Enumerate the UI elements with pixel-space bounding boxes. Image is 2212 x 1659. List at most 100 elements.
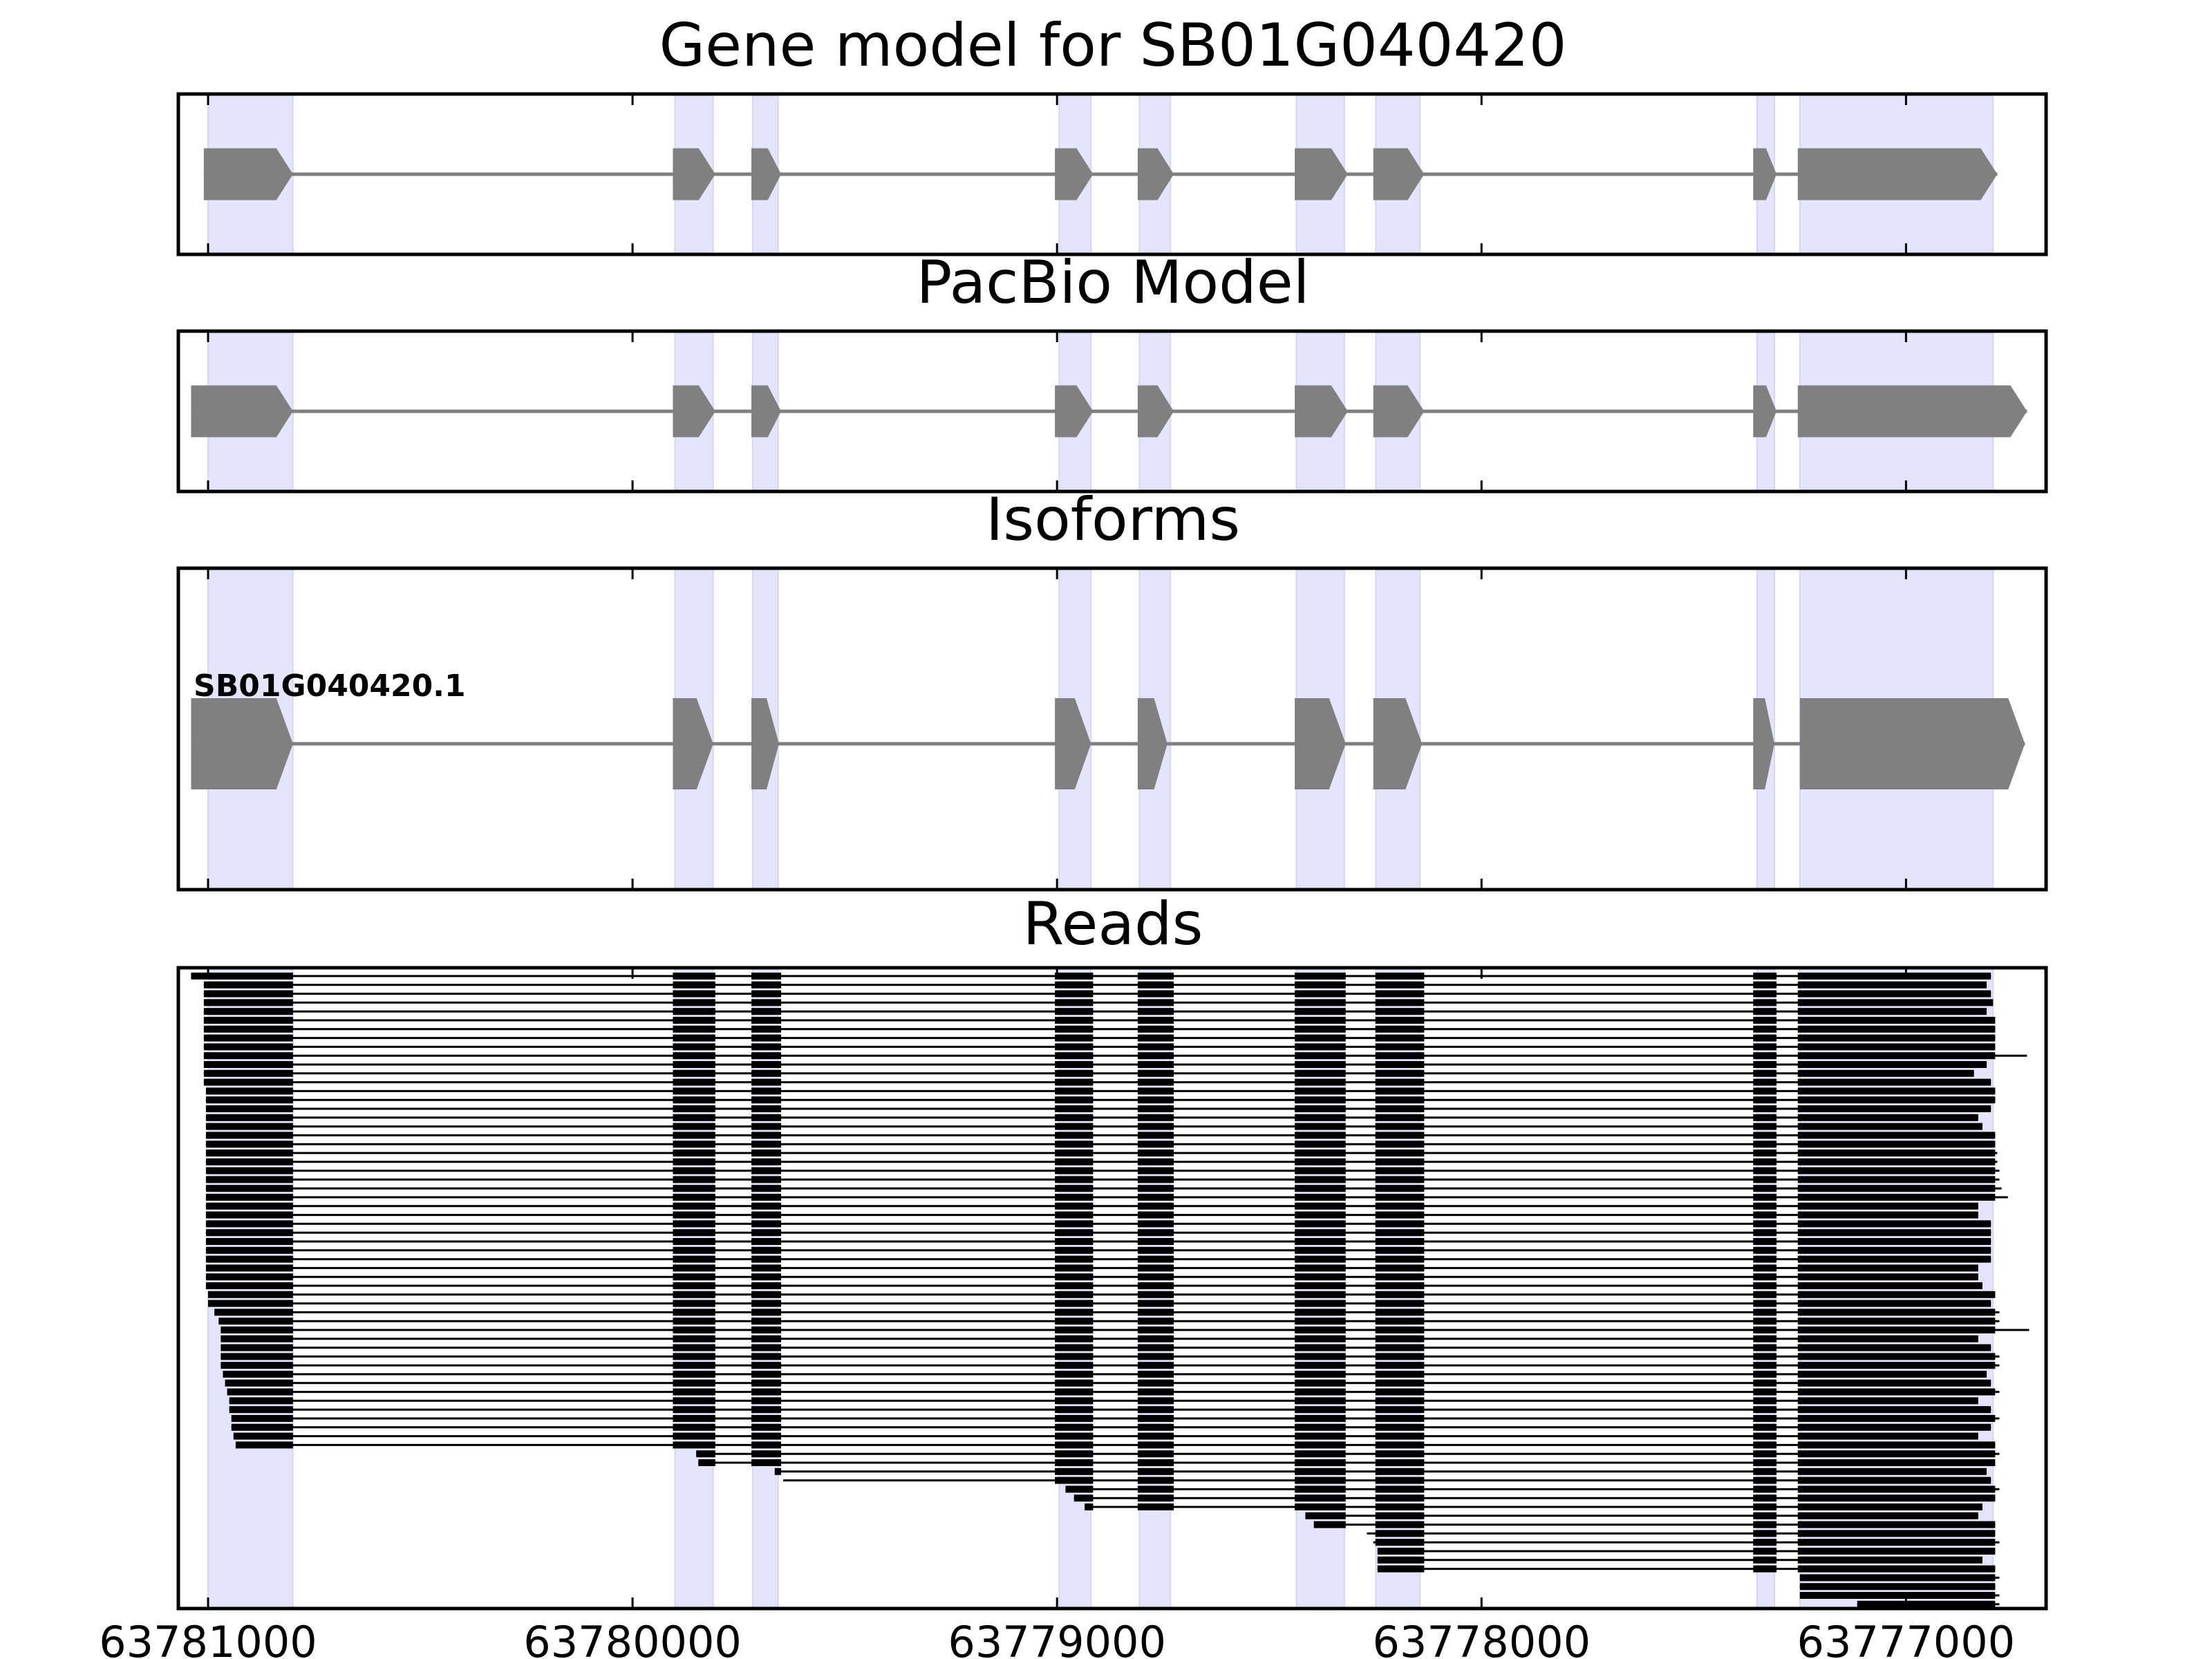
read-exon-block bbox=[1295, 1494, 1346, 1502]
read-exon-block bbox=[751, 1406, 782, 1414]
read-exon-block bbox=[673, 1371, 715, 1378]
exon-block bbox=[1137, 385, 1174, 438]
read-exon-block bbox=[1137, 1220, 1174, 1228]
read-exon-block bbox=[1753, 1017, 1777, 1024]
read-exon-block bbox=[1797, 1379, 1991, 1387]
read-exon-block bbox=[205, 1273, 293, 1281]
read-exon-block bbox=[1295, 1406, 1346, 1414]
read-exon-block bbox=[1137, 1078, 1174, 1086]
read-exon-block bbox=[203, 1078, 293, 1086]
read-exon-block bbox=[191, 973, 293, 980]
read-exon-block bbox=[1377, 1556, 1425, 1564]
read-exon-block bbox=[1137, 1335, 1174, 1342]
read-exon-block bbox=[1375, 1362, 1425, 1369]
read-exon-block bbox=[1797, 1388, 1996, 1396]
read-exon-block bbox=[1137, 1194, 1174, 1201]
read-exon-block bbox=[673, 973, 715, 980]
read-exon-block bbox=[751, 1441, 782, 1449]
read-exon-block bbox=[1137, 1087, 1174, 1095]
read-exon-block bbox=[1753, 1202, 1777, 1210]
read-exon-block bbox=[1295, 1371, 1346, 1378]
read-exon-block bbox=[205, 1264, 293, 1272]
read-exon-block bbox=[1295, 1397, 1346, 1405]
read-exon-block bbox=[751, 1034, 782, 1042]
read-exon-block bbox=[1295, 1185, 1346, 1192]
read-exon-block bbox=[1055, 1123, 1094, 1130]
exon-block bbox=[673, 698, 713, 789]
read-exon-block bbox=[751, 1061, 782, 1068]
read-exon-block bbox=[1375, 1503, 1425, 1510]
read-exon-block bbox=[205, 1141, 293, 1148]
read-exon-block bbox=[1375, 1539, 1425, 1546]
read-exon-block bbox=[1797, 1008, 1987, 1015]
read-exon-block bbox=[1055, 1273, 1094, 1281]
read-exon-block bbox=[1375, 1485, 1425, 1493]
read-exon-block bbox=[1375, 1096, 1425, 1104]
read-exon-block bbox=[1797, 1291, 1996, 1298]
read-exon-block bbox=[1375, 1185, 1425, 1192]
read-exon-block bbox=[1753, 1353, 1777, 1360]
read-exon-block bbox=[1797, 1211, 1978, 1219]
read-exon-block bbox=[751, 990, 782, 997]
read-exon-block bbox=[1797, 1273, 1978, 1281]
read-exon-block bbox=[1753, 1052, 1777, 1060]
read-exon-block bbox=[1753, 1477, 1777, 1484]
read-exon-block bbox=[1295, 1485, 1346, 1493]
read-exon-block bbox=[205, 1114, 293, 1121]
read-exon-block bbox=[751, 1158, 782, 1165]
read-exon-block bbox=[1375, 1043, 1425, 1051]
read-exon-block bbox=[1295, 999, 1346, 1006]
read-exon-block bbox=[673, 1309, 715, 1316]
read-exon-block bbox=[1797, 1477, 1991, 1484]
read-exon-block bbox=[751, 1344, 782, 1351]
read-exon-block bbox=[1753, 1423, 1777, 1431]
read-exon-block bbox=[1753, 1158, 1777, 1165]
read-exon-block bbox=[751, 1211, 782, 1219]
read-exon-block bbox=[1857, 1600, 1996, 1608]
read-exon-block bbox=[1375, 999, 1425, 1006]
read-exon-block bbox=[1375, 1202, 1425, 1210]
exon-block bbox=[1137, 698, 1168, 789]
read-exon-block bbox=[1055, 1327, 1094, 1333]
read-exon-block bbox=[1055, 1468, 1094, 1475]
read-exon-block bbox=[1375, 1327, 1425, 1333]
read-exon-block bbox=[221, 1327, 293, 1333]
read-exon-block bbox=[1797, 1362, 1996, 1369]
read-exon-block bbox=[203, 1061, 293, 1068]
read-exon-block bbox=[1753, 1485, 1777, 1493]
read-exon-block bbox=[673, 1318, 715, 1325]
read-exon-block bbox=[1797, 1344, 1991, 1351]
read-exon-block bbox=[205, 1167, 293, 1174]
read-exon-block bbox=[205, 1238, 293, 1245]
read-exon-block bbox=[1055, 973, 1094, 980]
read-exon-block bbox=[1375, 981, 1425, 988]
read-exon-block bbox=[1797, 1309, 1996, 1316]
x-tick-label: 63781000 bbox=[99, 1617, 317, 1659]
read-exon-block bbox=[1137, 1423, 1174, 1431]
x-tick-label: 63779000 bbox=[948, 1617, 1166, 1659]
read-exon-block bbox=[751, 1415, 782, 1422]
read-exon-block bbox=[751, 1273, 782, 1281]
read-exon-block bbox=[1137, 1211, 1174, 1219]
read-exon-block bbox=[1375, 1477, 1425, 1484]
read-exon-block bbox=[1295, 1300, 1346, 1307]
read-exon-block bbox=[673, 1176, 715, 1183]
read-exon-block bbox=[1137, 1238, 1174, 1245]
read-exon-block bbox=[751, 1291, 782, 1298]
read-exon-block bbox=[1055, 1309, 1094, 1316]
read-exon-block bbox=[1375, 1459, 1425, 1466]
read-exon-block bbox=[1797, 1264, 1978, 1272]
exon-block bbox=[1055, 148, 1094, 200]
read-exon-block bbox=[1295, 1176, 1346, 1183]
read-exon-block bbox=[1055, 1043, 1094, 1051]
read-exon-block bbox=[1137, 1105, 1174, 1112]
read-exon-block bbox=[1753, 1371, 1777, 1378]
read-exon-block bbox=[1375, 1255, 1425, 1263]
read-exon-block bbox=[1753, 1344, 1777, 1351]
read-exon-block bbox=[1753, 1229, 1777, 1237]
read-exon-block bbox=[1375, 1246, 1425, 1254]
read-exon-block bbox=[1137, 1132, 1174, 1139]
read-exon-block bbox=[1753, 1415, 1777, 1422]
read-exon-block bbox=[1137, 1176, 1174, 1183]
read-exon-block bbox=[1753, 1406, 1777, 1414]
